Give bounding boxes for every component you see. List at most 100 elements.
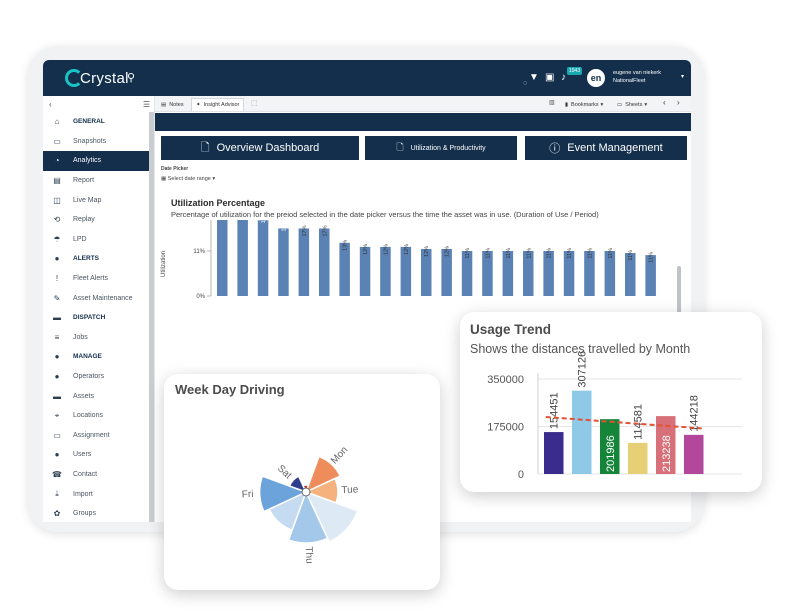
utilization-productivity-button[interactable]: 🗋 Utilization & Productivity xyxy=(365,136,517,160)
sidebar-item-label: Jobs xyxy=(73,333,88,341)
search-icon[interactable]: ⚲ xyxy=(127,72,136,84)
sidebar-item-replay[interactable]: ⟲ Replay xyxy=(43,210,154,230)
utilization-bar-label: 12% xyxy=(404,244,410,255)
user-name[interactable]: eugene van niekerk xyxy=(613,70,662,76)
sheets-button[interactable]: ▭ Sheets ▾ xyxy=(613,98,651,111)
utilization-bar[interactable] xyxy=(502,251,514,296)
usage-bar[interactable] xyxy=(544,432,564,474)
sidebar-item-fleet-alerts[interactable]: ! Fleet Alerts xyxy=(43,269,154,289)
sidebar-item-label: GENERAL xyxy=(73,118,105,126)
manage-icon: ● xyxy=(54,352,60,362)
utilization-bar[interactable] xyxy=(257,220,269,296)
week-day-chart: Mon Tue Thu Fri Sat xyxy=(242,445,359,564)
usage-bar-label: 201986 xyxy=(605,435,617,472)
week-day-slice[interactable] xyxy=(288,475,308,494)
sidebar-item-asset-maintenance[interactable]: ✎ Asset Maintenance xyxy=(43,288,154,308)
utilization-bar[interactable] xyxy=(359,246,371,296)
sidebar-item-assets[interactable]: ▬ Assets xyxy=(43,386,154,406)
utilization-bar[interactable] xyxy=(237,220,248,296)
sidebar-item-operators[interactable]: ● Operators xyxy=(43,367,154,387)
usage-bar[interactable] xyxy=(656,416,676,474)
week-day-slice[interactable] xyxy=(287,490,329,544)
sidebar-item-jobs[interactable]: ≡ Jobs xyxy=(43,328,154,348)
report-icon: ▤ xyxy=(53,176,61,186)
sidebar-item-snapshots[interactable]: ▭ Snapshots xyxy=(43,132,154,152)
utilization-bar[interactable] xyxy=(645,255,656,296)
home-icon: ⌂ xyxy=(54,117,60,127)
snapshots-icon: ▭ xyxy=(53,136,61,146)
sidebar-item-lpd[interactable]: ☂ LPD xyxy=(43,230,154,250)
utilization-bar[interactable] xyxy=(400,246,412,296)
bars-icon[interactable]: ▥ xyxy=(549,100,555,106)
sidebar-item-live-map[interactable]: ◫ Live Map xyxy=(43,190,154,210)
utilization-bar[interactable] xyxy=(584,251,595,296)
utilization-bar-label: 11% xyxy=(628,250,634,261)
usage-bar[interactable] xyxy=(684,434,704,474)
language-selector[interactable]: en xyxy=(587,69,605,87)
sidebar-item-locations[interactable]: ⌖ Locations xyxy=(43,406,154,426)
chat-icon[interactable]: ▣ xyxy=(545,72,555,83)
sidebar-item-report[interactable]: ▤ Report xyxy=(43,171,154,191)
sidebar-item-import[interactable]: ⤓ Import xyxy=(43,484,154,504)
week-day-slice[interactable] xyxy=(258,475,308,513)
filter-icon[interactable]: ▼ xyxy=(529,72,539,83)
week-day-slice[interactable] xyxy=(304,455,342,494)
tab-notes[interactable]: ▤ Notes xyxy=(157,98,188,111)
sidebar-item-groups[interactable]: ✿ Groups xyxy=(43,504,154,522)
replay-icon: ⟲ xyxy=(53,215,61,225)
sidebar-item-analytics[interactable]: ◔ Analytics xyxy=(43,151,154,171)
utilization-bar-label: 12% xyxy=(363,244,369,255)
utilization-bar[interactable] xyxy=(339,242,350,296)
week-day-slice[interactable] xyxy=(304,490,359,543)
utilization-bar[interactable] xyxy=(298,228,310,297)
utilization-bar[interactable] xyxy=(563,251,575,296)
utilization-bar[interactable] xyxy=(523,251,534,296)
hamburger-menu-icon[interactable]: ☰ xyxy=(142,99,150,109)
sidebar-item-assignment[interactable]: ▭ Assignment xyxy=(43,426,154,446)
utilization-bar[interactable] xyxy=(543,251,554,296)
next-sheet-icon[interactable]: › xyxy=(677,98,680,107)
sidebar-item-contact[interactable]: ☎ Contact xyxy=(43,465,154,485)
utilization-bar-label: 13% xyxy=(343,240,349,251)
notification-bell-icon[interactable]: ♪ xyxy=(561,72,566,83)
utilization-bar[interactable] xyxy=(380,246,391,296)
main-scrollbar[interactable] xyxy=(677,266,681,336)
sidebar-item-label: Operators xyxy=(73,373,105,381)
brand-logo[interactable]: Crystal xyxy=(65,68,129,88)
usage-bar[interactable] xyxy=(600,419,620,474)
sidebar-item-label: Report xyxy=(73,177,95,185)
utilization-bar[interactable] xyxy=(217,220,228,296)
usage-bar[interactable] xyxy=(572,390,592,474)
date-picker[interactable]: ▦ Select date range ▾ xyxy=(161,176,215,182)
sheet-title-bar xyxy=(155,113,691,131)
week-day-driving-title: Week Day Driving xyxy=(175,382,285,397)
utilization-bar[interactable] xyxy=(441,248,452,296)
utilization-bar[interactable] xyxy=(625,253,636,296)
bookmarks-button[interactable]: ▮ Bookmarks ▾ xyxy=(561,98,607,111)
chevron-down-icon: ▾ xyxy=(600,101,604,108)
event-management-button[interactable]: ⓘ Event Management xyxy=(525,136,687,160)
sidebar-item-label: Live Map xyxy=(73,196,102,204)
utilization-bar-label: 17% xyxy=(322,225,328,236)
sidebar-scrollbar[interactable] xyxy=(149,112,154,522)
tab-insight-advisor[interactable]: ✦ Insight Advisor xyxy=(191,98,245,111)
utilization-bar[interactable] xyxy=(278,228,289,297)
y-tick-label: 350000 xyxy=(487,374,524,386)
utilization-bar[interactable] xyxy=(604,251,616,296)
truck-icon: ▬ xyxy=(53,313,61,323)
help-icon[interactable]: ◌ xyxy=(523,80,528,87)
chevron-down-icon[interactable]: ▾ xyxy=(681,74,685,80)
overview-dashboard-button[interactable]: 🗋 Overview Dashboard xyxy=(161,136,359,160)
sidebar-item-label: Groups xyxy=(73,510,96,518)
utilization-bar[interactable] xyxy=(482,251,493,296)
usage-bar[interactable] xyxy=(628,442,648,474)
collapse-left-icon[interactable]: ‹ xyxy=(49,99,52,109)
notes-icon: ▤ xyxy=(161,101,167,108)
sidebar-item-label: Assets xyxy=(73,392,95,400)
utilization-bar[interactable] xyxy=(421,248,432,296)
prev-sheet-icon[interactable]: ‹ xyxy=(663,98,666,107)
sidebar-item-users[interactable]: ● Users xyxy=(43,445,154,465)
grid-select-icon[interactable]: ⬚ xyxy=(251,100,258,107)
utilization-bar[interactable] xyxy=(319,228,330,297)
utilization-bar[interactable] xyxy=(461,251,473,296)
